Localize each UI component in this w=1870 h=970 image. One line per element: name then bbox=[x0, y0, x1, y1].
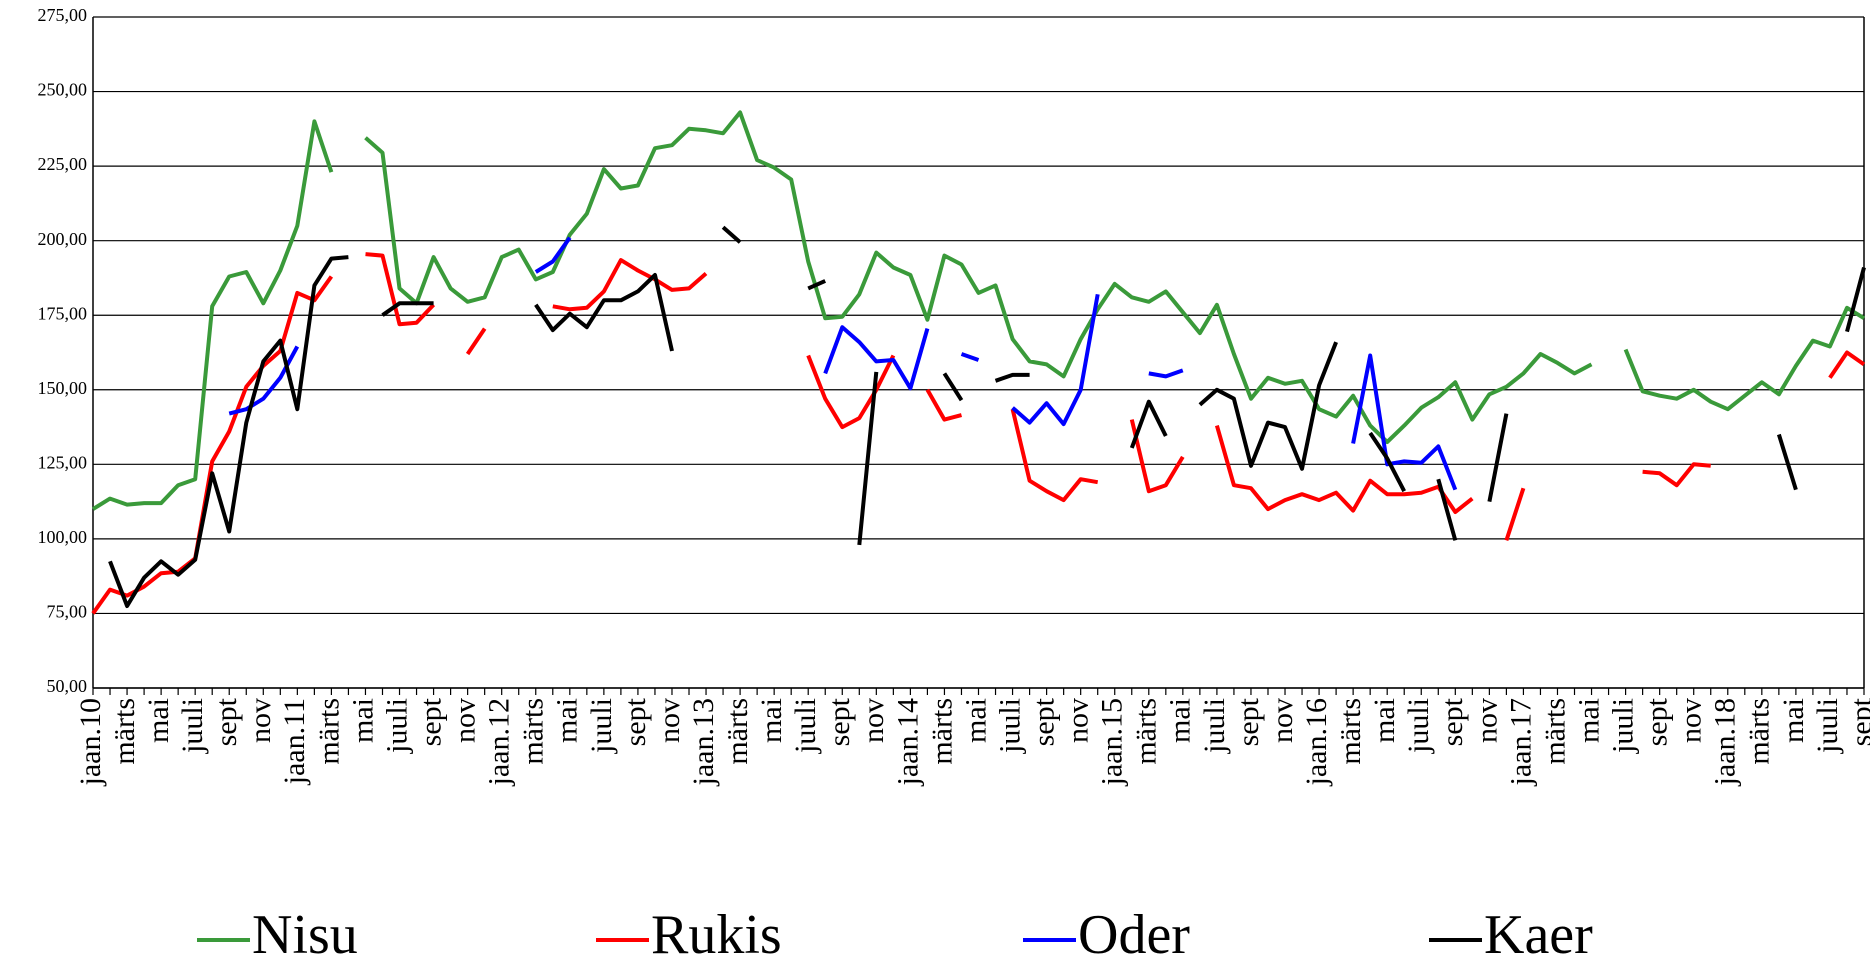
x-tick-label: mai bbox=[959, 698, 992, 743]
x-tick-label: nov bbox=[653, 698, 686, 743]
x-tick-label: nov bbox=[449, 698, 482, 743]
x-tick-label: märts bbox=[517, 698, 550, 765]
x-tick-label: juuli bbox=[1606, 698, 1639, 754]
y-tick-label: 100,00 bbox=[38, 527, 88, 547]
x-tick-label: jaan.16 bbox=[1300, 698, 1333, 786]
x-tick-label: nov bbox=[1062, 698, 1095, 743]
x-tick-label: mai bbox=[1164, 698, 1197, 743]
x-tick-label: mai bbox=[755, 698, 788, 743]
y-tick-label: 50,00 bbox=[47, 676, 88, 696]
x-tick-label: mai bbox=[1368, 698, 1401, 743]
x-tick-label: juuli bbox=[380, 698, 413, 754]
x-tick-label: jaan.14 bbox=[891, 698, 924, 786]
x-tick-label: juuli bbox=[1811, 698, 1844, 754]
x-tick-label: juuli bbox=[993, 698, 1026, 754]
y-tick-label: 175,00 bbox=[38, 303, 88, 323]
legend-label: Oder bbox=[1078, 904, 1190, 966]
x-tick-label: juuli bbox=[585, 698, 618, 754]
x-tick-label: jaan.11 bbox=[278, 698, 311, 785]
x-tick-label: mai bbox=[346, 698, 379, 743]
x-tick-label: jaan.15 bbox=[1096, 698, 1129, 786]
x-tick-label: jaan.10 bbox=[74, 698, 107, 786]
x-tick-label: sept bbox=[1232, 697, 1265, 746]
legend-label: Kaer bbox=[1484, 904, 1593, 966]
y-tick-label: 250,00 bbox=[38, 80, 88, 100]
x-tick-label: märts bbox=[1538, 698, 1571, 765]
y-tick-label: 200,00 bbox=[38, 229, 88, 249]
x-tick-label: sept bbox=[1436, 697, 1469, 746]
x-tick-label: nov bbox=[244, 698, 277, 743]
x-tick-label: jaan.17 bbox=[1504, 698, 1537, 786]
series-line bbox=[91, 252, 1866, 615]
series-line bbox=[108, 225, 1866, 608]
y-tick-label: 225,00 bbox=[38, 154, 88, 174]
x-tick-label: märts bbox=[925, 698, 958, 765]
x-tick-label: sept bbox=[1845, 697, 1870, 746]
y-tick-label: 275,00 bbox=[38, 5, 88, 25]
x-tick-label: jaan.12 bbox=[483, 698, 516, 786]
x-tick-label: sept bbox=[414, 697, 447, 746]
x-tick-label: juuli bbox=[1198, 698, 1231, 754]
x-tick-label: juuli bbox=[176, 698, 209, 754]
x-tick-label: nov bbox=[1675, 698, 1708, 743]
legend-label: Rukis bbox=[651, 904, 782, 966]
series-line bbox=[91, 110, 1866, 511]
x-tick-label: märts bbox=[108, 698, 141, 765]
x-tick-label: märts bbox=[312, 698, 345, 765]
x-tick-label: nov bbox=[1266, 698, 1299, 743]
x-tick-label: märts bbox=[1130, 698, 1163, 765]
x-tick-label: juuli bbox=[789, 698, 822, 754]
x-tick-label: mai bbox=[551, 698, 584, 743]
x-tick-label: jaan.18 bbox=[1709, 698, 1742, 786]
y-tick-label: 150,00 bbox=[38, 378, 88, 398]
x-tick-label: sept bbox=[210, 697, 243, 746]
y-tick-label: 75,00 bbox=[47, 602, 88, 622]
x-tick-label: sept bbox=[1641, 697, 1674, 746]
x-tick-label: märts bbox=[721, 698, 754, 765]
series-line bbox=[228, 236, 1458, 491]
x-tick-label: mai bbox=[1572, 698, 1605, 743]
x-tick-label: nov bbox=[857, 698, 890, 743]
x-tick-label: sept bbox=[619, 697, 652, 746]
x-tick-label: märts bbox=[1334, 698, 1367, 765]
x-tick-label: sept bbox=[823, 697, 856, 746]
x-tick-label: juuli bbox=[1402, 698, 1435, 754]
x-tick-label: sept bbox=[1028, 697, 1061, 746]
x-tick-label: jaan.13 bbox=[687, 698, 720, 786]
legend-label: Nisu bbox=[252, 904, 358, 966]
x-tick-label: mai bbox=[1777, 698, 1810, 743]
x-tick-label: märts bbox=[1743, 698, 1776, 765]
x-tick-label: mai bbox=[142, 698, 175, 743]
x-tick-label: nov bbox=[1470, 698, 1503, 743]
y-tick-label: 125,00 bbox=[38, 452, 88, 472]
